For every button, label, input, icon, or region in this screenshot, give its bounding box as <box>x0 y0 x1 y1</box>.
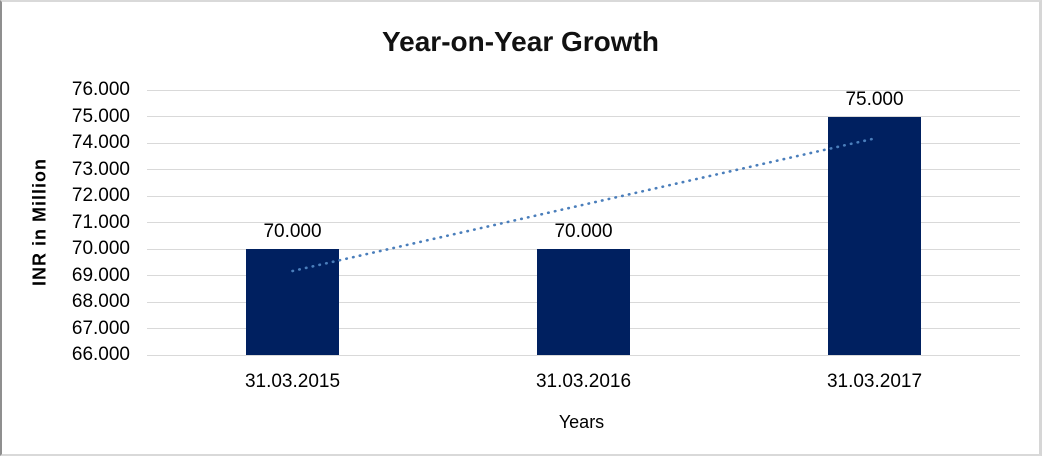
bar-value-label: 70.000 <box>554 221 613 242</box>
y-axis-tick-label: 72.000 <box>71 185 130 206</box>
bar-31.03.2016 <box>537 249 630 355</box>
y-axis-tick-label: 66.000 <box>71 344 130 365</box>
y-axis-tick-label: 75.000 <box>71 105 130 127</box>
gridline <box>147 89 1020 91</box>
x-axis-tick-label: 31.03.2015 <box>244 371 341 392</box>
y-axis-tick-label: 69.000 <box>71 264 130 286</box>
bar-31.03.2017 <box>828 116 921 355</box>
x-axis-tick-label: 31.03.2016 <box>535 371 632 392</box>
bar-31.03.2015 <box>246 249 339 355</box>
y-axis-tick-label: 71.000 <box>71 211 130 233</box>
gridline <box>147 354 1020 356</box>
y-axis-tick-label: 68.000 <box>71 291 130 312</box>
bar-value-label: 70.000 <box>263 221 322 242</box>
y-axis-tick-label: 67.000 <box>71 317 130 339</box>
gridline <box>147 116 1020 117</box>
y-axis-tick-label: 73.000 <box>71 158 130 180</box>
x-axis-title: Years <box>558 412 605 432</box>
x-axis-tick-label: 31.03.2017 <box>826 371 923 392</box>
bar-value-label: 75.000 <box>845 88 904 110</box>
y-axis-tick-label: 74.000 <box>71 132 130 153</box>
chart-title: Year-on-Year Growth <box>382 26 659 57</box>
y-axis-tick-label: 70.000 <box>71 238 130 259</box>
y-axis-tick-label: 76.000 <box>71 79 130 100</box>
